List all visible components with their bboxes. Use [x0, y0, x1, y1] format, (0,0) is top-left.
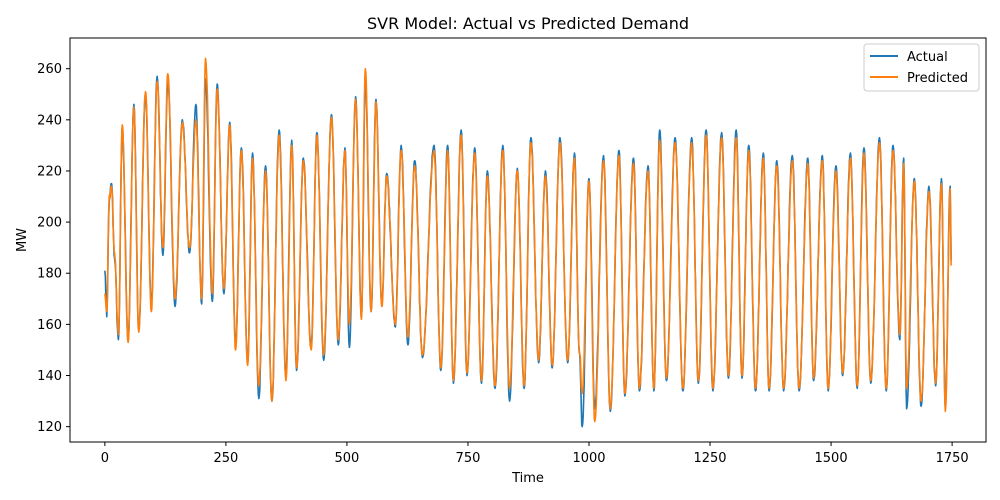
legend: Actual Predicted: [863, 43, 980, 92]
y-tick-label: 240: [37, 113, 62, 128]
y-tick-label: 220: [37, 164, 62, 179]
x-tick-label: 1000: [572, 451, 605, 466]
chart-title: SVR Model: Actual vs Predicted Demand: [367, 14, 689, 33]
legend-label-predicted: Predicted: [907, 71, 968, 86]
x-tick-label: 750: [456, 451, 481, 466]
series-line-predicted: [104, 57, 952, 423]
x-axis-label: Time: [511, 471, 544, 486]
y-tick-label: 180: [37, 267, 62, 282]
y-axis-label: MW: [15, 228, 30, 252]
x-tick-label: 1250: [693, 451, 726, 466]
x-tick-label: 1500: [815, 451, 848, 466]
y-tick-label: 260: [37, 62, 62, 77]
y-axis-ticks: 120 140 160 180 200 220 240 260: [37, 62, 70, 435]
x-tick-label: 500: [335, 451, 360, 466]
x-tick-label: 1750: [936, 451, 969, 466]
plot-frame: [69, 37, 987, 443]
y-tick-label: 140: [37, 369, 62, 384]
x-tick-label: 250: [213, 451, 238, 466]
y-tick-label: 160: [37, 318, 62, 333]
x-axis-ticks: 0 250 500 750 1000 1250 1500 1750: [101, 442, 969, 466]
y-tick-label: 120: [37, 420, 62, 435]
plot-area: [69, 37, 987, 443]
x-tick-label: 0: [101, 451, 109, 466]
series-layer: [104, 57, 952, 428]
legend-label-actual: Actual: [907, 50, 948, 65]
y-tick-label: 200: [37, 216, 62, 231]
